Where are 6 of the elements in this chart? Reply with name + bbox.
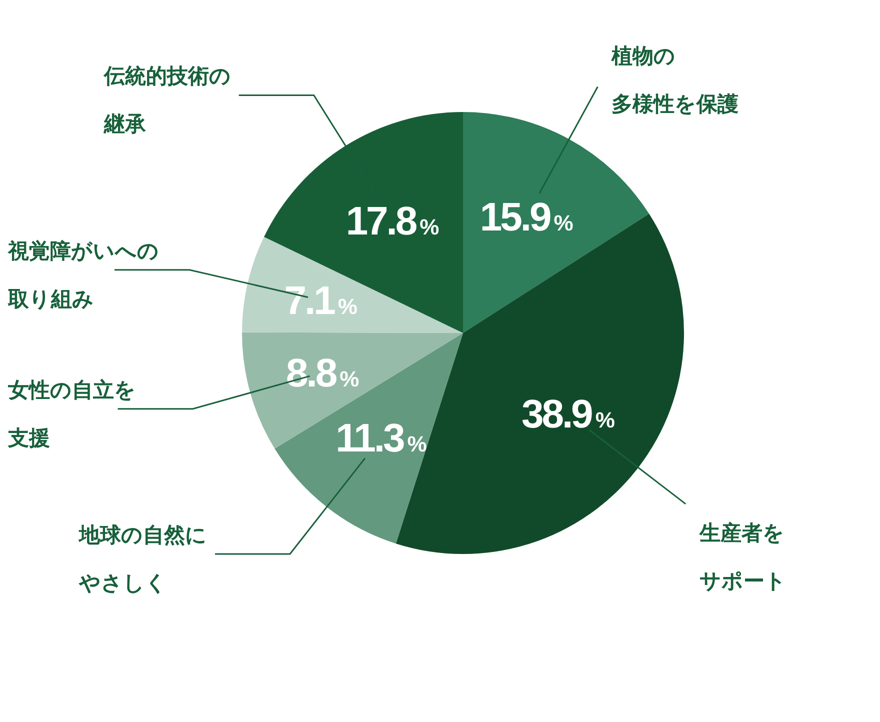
data-label: 8.8%	[286, 351, 360, 396]
data-label: 11.3%	[336, 416, 427, 460]
data-label: 15.9%	[480, 196, 574, 240]
data-label: 17.8%	[346, 200, 440, 244]
data-label: 7.1%	[284, 279, 358, 324]
data-label: 38.9%	[521, 392, 615, 437]
